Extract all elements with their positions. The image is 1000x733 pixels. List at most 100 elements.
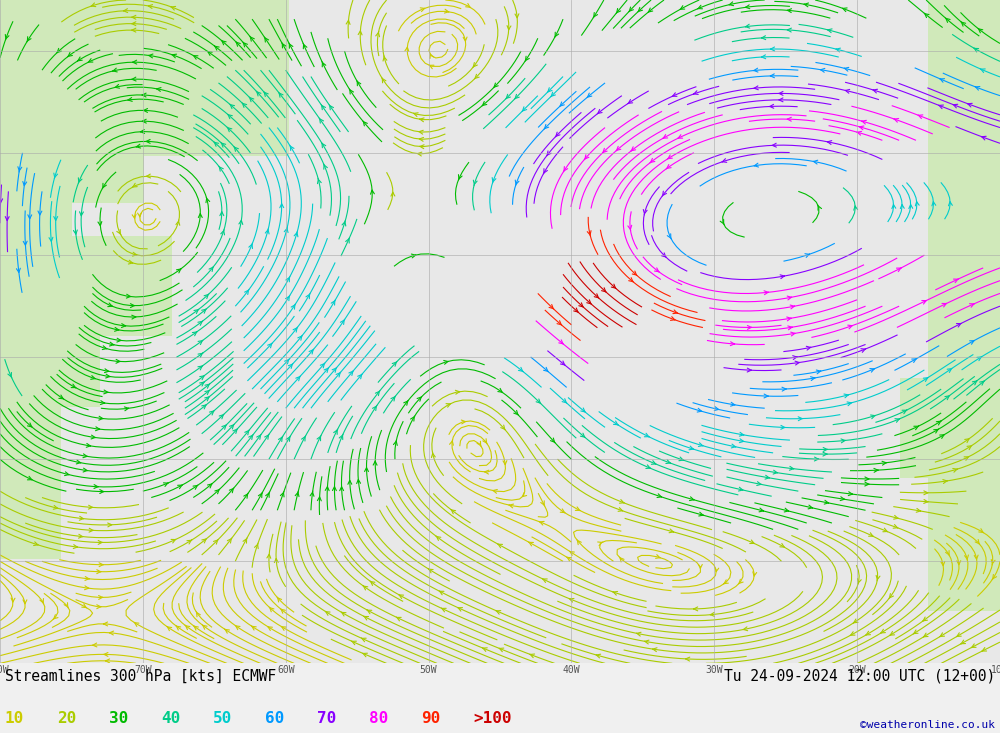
FancyArrowPatch shape [563, 166, 568, 172]
FancyArrowPatch shape [16, 268, 20, 273]
FancyArrowPatch shape [82, 604, 87, 608]
FancyArrowPatch shape [100, 490, 104, 493]
FancyArrowPatch shape [982, 647, 987, 651]
FancyArrowPatch shape [894, 515, 898, 519]
FancyArrowPatch shape [104, 390, 108, 394]
FancyArrowPatch shape [27, 37, 31, 42]
FancyArrowPatch shape [567, 557, 572, 561]
FancyArrowPatch shape [666, 164, 671, 169]
FancyArrowPatch shape [336, 372, 341, 377]
FancyArrowPatch shape [492, 177, 496, 183]
FancyArrowPatch shape [332, 487, 336, 490]
FancyArrowPatch shape [371, 190, 374, 194]
FancyArrowPatch shape [404, 400, 408, 405]
FancyArrowPatch shape [219, 414, 224, 419]
FancyArrowPatch shape [420, 145, 424, 149]
FancyArrowPatch shape [980, 69, 985, 73]
FancyArrowPatch shape [932, 202, 936, 206]
FancyArrowPatch shape [569, 599, 574, 602]
FancyArrowPatch shape [123, 9, 128, 12]
FancyArrowPatch shape [358, 31, 362, 35]
FancyArrowPatch shape [913, 630, 918, 634]
FancyArrowPatch shape [65, 472, 69, 476]
FancyArrowPatch shape [669, 529, 674, 533]
FancyArrowPatch shape [560, 102, 564, 106]
FancyArrowPatch shape [104, 652, 108, 656]
FancyArrowPatch shape [100, 401, 105, 405]
FancyArrowPatch shape [761, 55, 766, 59]
FancyArrowPatch shape [23, 600, 27, 604]
FancyArrowPatch shape [529, 542, 533, 546]
FancyArrowPatch shape [981, 136, 986, 140]
FancyArrowPatch shape [117, 338, 121, 342]
FancyArrowPatch shape [266, 492, 270, 498]
FancyArrowPatch shape [256, 91, 261, 96]
FancyArrowPatch shape [295, 491, 299, 496]
FancyArrowPatch shape [363, 586, 368, 590]
FancyArrowPatch shape [619, 557, 624, 562]
FancyArrowPatch shape [514, 410, 518, 415]
FancyArrowPatch shape [193, 56, 198, 59]
FancyArrowPatch shape [108, 523, 112, 527]
FancyArrowPatch shape [618, 508, 623, 512]
FancyArrowPatch shape [269, 607, 274, 612]
FancyArrowPatch shape [893, 525, 898, 528]
FancyArrowPatch shape [132, 214, 136, 218]
FancyArrowPatch shape [975, 539, 980, 545]
FancyArrowPatch shape [662, 253, 666, 257]
FancyArrowPatch shape [715, 567, 719, 572]
FancyArrowPatch shape [332, 367, 337, 372]
FancyArrowPatch shape [115, 328, 119, 331]
FancyArrowPatch shape [290, 145, 294, 150]
FancyArrowPatch shape [458, 608, 463, 611]
FancyArrowPatch shape [596, 654, 601, 658]
FancyArrowPatch shape [142, 119, 146, 123]
FancyArrowPatch shape [816, 370, 821, 374]
FancyArrowPatch shape [699, 512, 703, 516]
FancyArrowPatch shape [845, 89, 850, 93]
FancyArrowPatch shape [458, 174, 462, 180]
FancyArrowPatch shape [653, 648, 657, 652]
FancyArrowPatch shape [754, 163, 759, 167]
FancyArrowPatch shape [234, 147, 238, 151]
FancyArrowPatch shape [892, 205, 896, 209]
FancyArrowPatch shape [215, 489, 220, 494]
FancyArrowPatch shape [245, 290, 249, 295]
FancyArrowPatch shape [281, 627, 286, 630]
FancyArrowPatch shape [220, 212, 224, 216]
FancyArrowPatch shape [225, 629, 229, 633]
FancyArrowPatch shape [882, 461, 886, 465]
FancyArrowPatch shape [922, 301, 927, 304]
FancyArrowPatch shape [670, 317, 675, 320]
FancyArrowPatch shape [317, 497, 321, 501]
FancyArrowPatch shape [560, 361, 565, 365]
FancyArrowPatch shape [842, 8, 847, 12]
FancyArrowPatch shape [85, 577, 89, 581]
FancyArrowPatch shape [132, 315, 136, 319]
FancyArrowPatch shape [221, 143, 226, 147]
FancyArrowPatch shape [947, 369, 952, 372]
FancyArrowPatch shape [265, 229, 269, 234]
FancyArrowPatch shape [321, 105, 325, 110]
FancyArrowPatch shape [73, 230, 77, 234]
FancyArrowPatch shape [679, 457, 684, 461]
FancyArrowPatch shape [417, 397, 422, 401]
FancyArrowPatch shape [914, 426, 919, 430]
FancyArrowPatch shape [99, 563, 103, 567]
FancyArrowPatch shape [219, 166, 223, 172]
FancyArrowPatch shape [352, 641, 356, 645]
FancyArrowPatch shape [616, 9, 621, 13]
FancyArrowPatch shape [971, 644, 976, 648]
FancyArrowPatch shape [187, 540, 192, 544]
FancyArrowPatch shape [296, 376, 300, 381]
FancyArrowPatch shape [895, 419, 900, 422]
FancyArrowPatch shape [363, 653, 367, 657]
FancyArrowPatch shape [747, 325, 752, 329]
FancyArrowPatch shape [91, 375, 95, 380]
FancyArrowPatch shape [76, 460, 81, 464]
FancyArrowPatch shape [365, 468, 368, 471]
FancyArrowPatch shape [88, 505, 93, 509]
FancyArrowPatch shape [227, 128, 232, 132]
FancyArrowPatch shape [581, 408, 586, 413]
FancyArrowPatch shape [167, 627, 172, 630]
